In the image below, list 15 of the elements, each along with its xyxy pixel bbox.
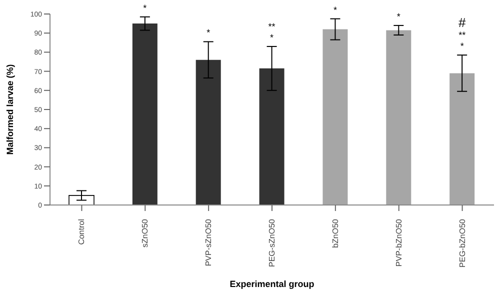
- x-tick-label: PVP-sZnO50: [204, 218, 214, 266]
- y-axis-title: Malformed larvae (%): [5, 64, 16, 155]
- data-label: ** *: [268, 21, 276, 42]
- x-tick-label: sZnO50: [140, 218, 150, 248]
- x-tick-label: bZnO50: [330, 218, 340, 248]
- data-label: # ** *: [458, 15, 466, 52]
- x-tick-label: PVP-bZnO50: [394, 218, 404, 267]
- data-label: *: [333, 4, 338, 15]
- x-axis-title: Experimental group: [230, 279, 315, 289]
- x-tick-label: PEG-sZnO50: [268, 218, 276, 268]
- x-tick-label: Control: [77, 218, 86, 245]
- x-tick-label: PEG-bZnO50: [458, 218, 467, 268]
- data-label: *: [143, 2, 148, 13]
- data-label: *: [206, 28, 211, 38]
- data-label: *: [396, 11, 401, 22]
